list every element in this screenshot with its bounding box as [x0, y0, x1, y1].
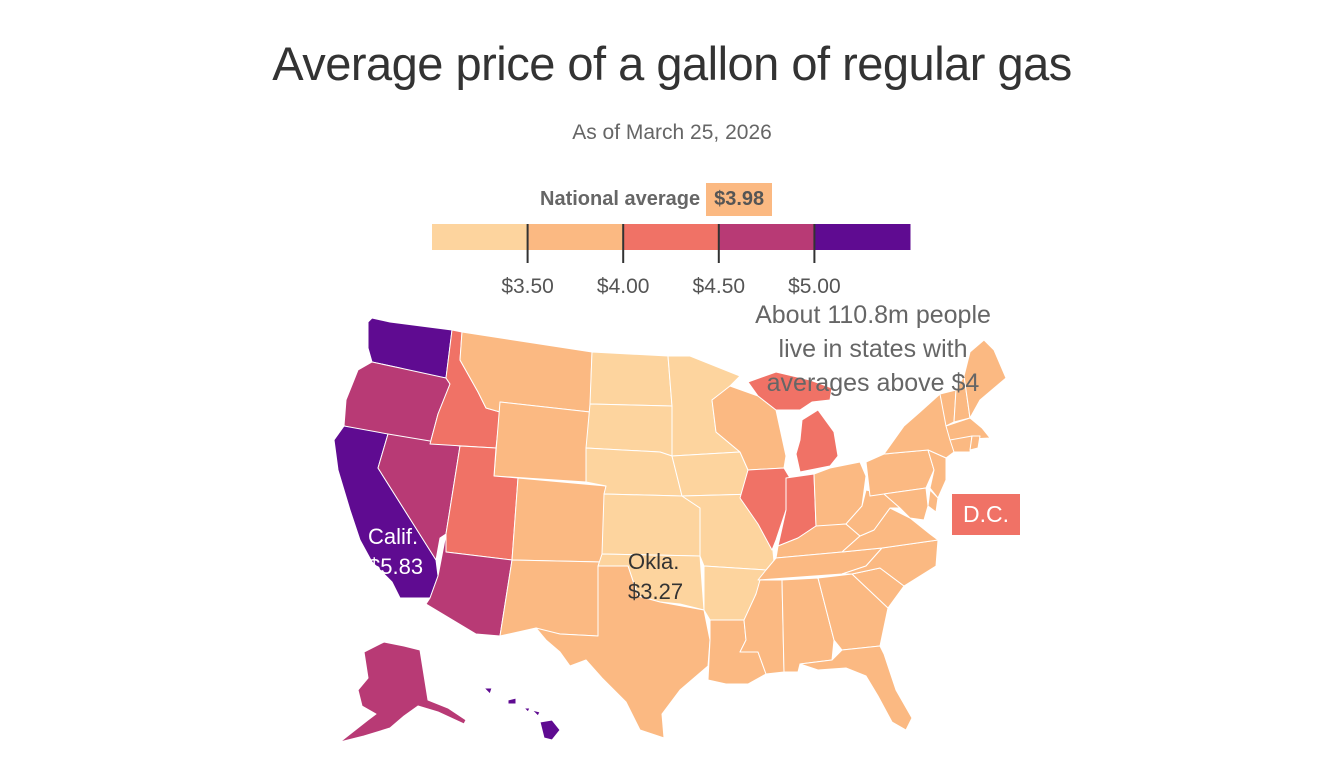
state-mi [747, 371, 839, 473]
state-fl [799, 645, 913, 731]
state-hi [483, 687, 561, 741]
annotation-line: averages above $4 [766, 369, 980, 397]
national-average-value: $3.98 [706, 182, 773, 216]
legend-tick-label: $4.50 [693, 275, 746, 298]
state-ms [739, 579, 785, 675]
state-ak [339, 641, 467, 743]
okla-name: Okla. [628, 549, 680, 574]
population-annotation: About 110.8m people live in states with … [728, 298, 1018, 400]
okla-value: $3.27 [628, 579, 684, 604]
state-nc [841, 539, 939, 587]
national-average: National average $3.98 [540, 182, 773, 216]
chart-title: Average price of a gallon of regular gas [272, 37, 1072, 90]
us-map [333, 317, 1007, 743]
chart-subtitle: As of March 25, 2026 [572, 121, 772, 144]
dc-label: D.C. [952, 494, 1020, 535]
okla-label: Okla. $3.27 [628, 547, 683, 607]
state-ri [969, 435, 981, 451]
legend-tick-label: $4.00 [597, 275, 650, 298]
legend-swatch [814, 224, 911, 250]
state-az [425, 533, 513, 637]
national-average-label: National average [540, 187, 701, 210]
state-wy [493, 401, 591, 483]
color-legend: $3.50 $4.00 $4.50 $5.00 [432, 224, 911, 298]
state-tx [535, 565, 711, 739]
calif-value: $5.83 [368, 554, 424, 579]
state-co [511, 477, 607, 563]
legend-tick-label: $3.50 [501, 275, 554, 298]
state-nd [589, 351, 673, 407]
state-nm [499, 559, 603, 637]
state-ma [945, 417, 991, 441]
legend-tick-label: $5.00 [788, 275, 841, 298]
state-md [883, 487, 929, 521]
calif-name: Calif. [368, 524, 419, 549]
legend-swatch [527, 224, 624, 250]
state-wi [711, 385, 787, 471]
legend-swatch [623, 224, 720, 250]
calif-label: Calif. $5.83 [368, 522, 423, 582]
legend-swatch [718, 224, 815, 250]
annotation-line: About 110.8m people [755, 301, 991, 329]
state-ct [949, 435, 973, 453]
annotation-line: live in states with [778, 335, 968, 363]
legend-swatch [432, 224, 529, 250]
state-de [927, 489, 939, 513]
state-me [963, 339, 1007, 419]
state-il [739, 467, 791, 551]
